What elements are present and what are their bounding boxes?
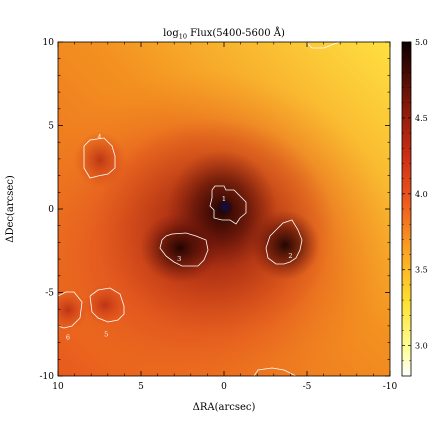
x-tick-label: -10 — [383, 382, 398, 392]
x-tick-label: -5 — [303, 382, 312, 392]
chart-title: log10 Flux(5400-5600 Å) — [163, 27, 285, 41]
colorbar-tick-label: 5.0 — [415, 38, 428, 47]
y-tick-label: 0 — [48, 205, 54, 215]
region-contour-4 — [83, 137, 116, 179]
y-tick-label: -10 — [40, 372, 55, 382]
region-contour-6 — [58, 291, 83, 329]
title-subscript: 10 — [179, 33, 187, 41]
x-tick-label: 10 — [52, 382, 64, 392]
region-label-2: 2 — [288, 252, 292, 260]
x-tick-label: 5 — [138, 382, 144, 392]
colorbar-tick-label: 4.5 — [415, 114, 428, 123]
region-contour-2 — [265, 219, 303, 265]
region-contour-1 — [209, 185, 247, 225]
y-tick-label: 5 — [48, 122, 54, 132]
region-label-4: 4 — [97, 133, 101, 141]
region-label-5: 5 — [104, 330, 108, 338]
contour-top-edge — [305, 42, 341, 49]
region-contour-3 — [159, 232, 209, 267]
region-label-6: 6 — [66, 334, 70, 342]
region-contours — [58, 42, 341, 376]
region-labels: 1 2 3 4 5 6 — [66, 133, 293, 341]
region-contour-5 — [89, 287, 125, 323]
region-label-1: 1 — [222, 195, 226, 203]
heatmap-image — [58, 42, 390, 376]
colorbar-ticks: 3.0 3.5 4.0 4.5 5.0 — [402, 38, 428, 362]
title-rest: Flux(5400-5600 Å) — [187, 27, 285, 39]
x-axis-label: ΔRA(arcsec) — [193, 402, 256, 413]
contour-bottom-edge — [253, 367, 297, 376]
y-axis-label: ΔDec(arcsec) — [5, 175, 16, 243]
colorbar: 3.0 3.5 4.0 4.5 5.0 — [401, 38, 428, 377]
colorbar-tick-label: 3.5 — [415, 266, 428, 275]
colorbar-tick-label: 4.0 — [415, 190, 428, 199]
colorbar-tick-label: 3.0 — [415, 342, 428, 351]
title-log: log — [163, 28, 179, 39]
y-tick-label: 10 — [43, 38, 55, 48]
x-tick-label: 0 — [221, 382, 227, 392]
y-tick-label: -5 — [45, 289, 54, 299]
region-label-3: 3 — [177, 255, 181, 263]
